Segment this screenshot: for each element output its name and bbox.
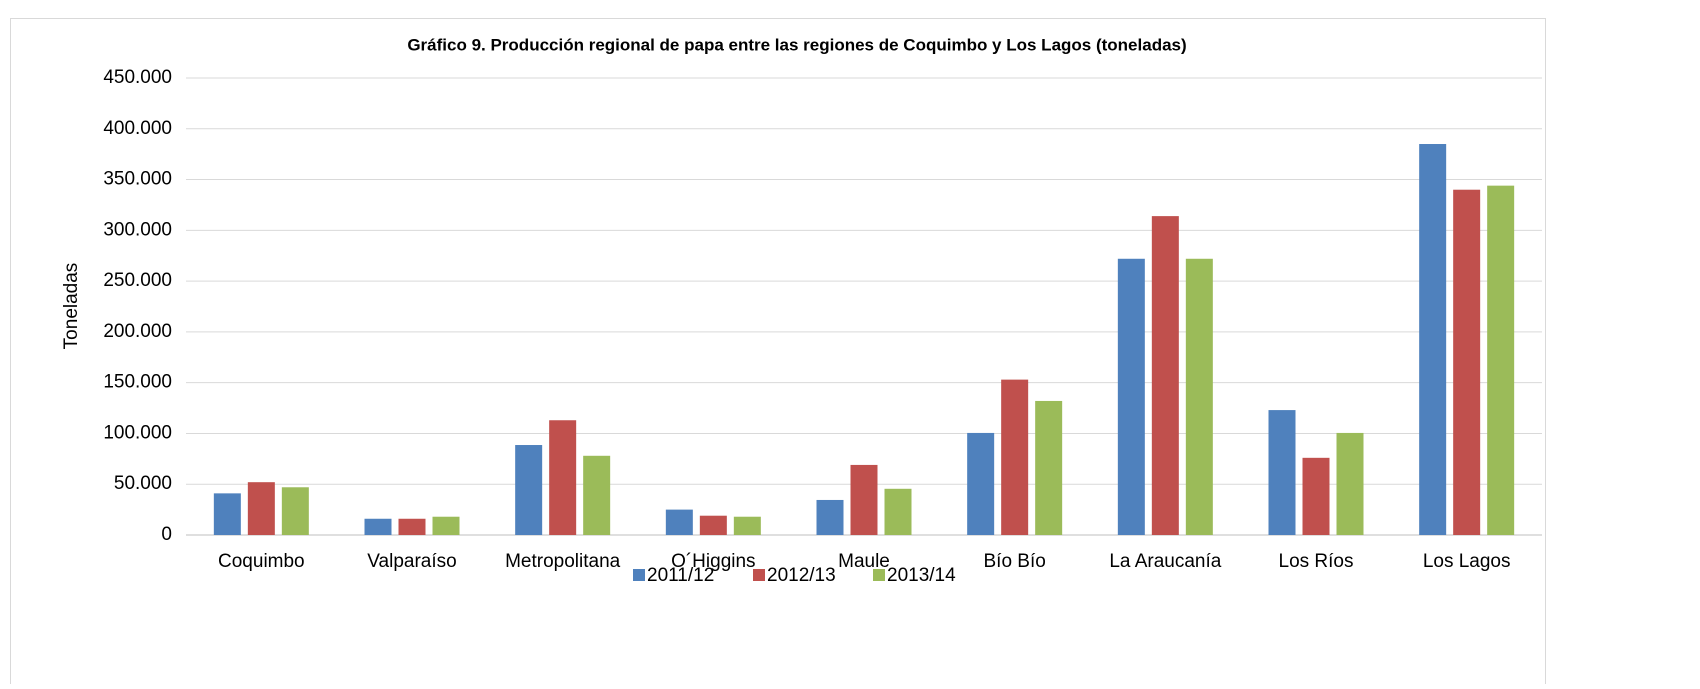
bar <box>364 518 392 535</box>
bar <box>850 464 878 535</box>
x-tick-label: Maule <box>838 551 890 572</box>
bar <box>665 509 693 535</box>
legend-swatch <box>873 569 885 581</box>
y-tick-label: 450.000 <box>103 67 172 88</box>
bar <box>1336 432 1364 535</box>
bar <box>1487 185 1515 535</box>
bar <box>281 487 309 535</box>
bar <box>884 488 912 535</box>
bar <box>515 445 543 535</box>
y-axis-label: Toneladas <box>61 263 82 350</box>
bar <box>816 499 844 535</box>
x-tick-label: Los Lagos <box>1423 551 1511 572</box>
bar <box>398 518 426 535</box>
bar <box>699 515 727 535</box>
x-tick-label: Metropolitana <box>505 551 621 572</box>
x-tick-label: Los Ríos <box>1279 551 1354 572</box>
y-tick-label: 100.000 <box>103 422 172 443</box>
bar <box>1035 400 1063 535</box>
y-tick-label: 200.000 <box>103 321 172 342</box>
bar <box>1001 379 1029 535</box>
bar <box>1268 410 1296 535</box>
y-tick-label: 400.000 <box>103 118 172 139</box>
legend-label: 2012/13 <box>767 565 836 586</box>
bar <box>213 493 241 535</box>
bar <box>247 482 275 535</box>
legend-swatch <box>753 569 765 581</box>
x-tick-label: Valparaíso <box>367 551 456 572</box>
x-tick-label: Bío Bío <box>984 551 1046 572</box>
legend-swatch <box>633 569 645 581</box>
bar <box>1185 258 1213 535</box>
legend-label: 2011/12 <box>647 565 714 586</box>
legend-label: 2013/14 <box>887 565 956 586</box>
y-tick-label: 250.000 <box>103 270 172 291</box>
bar <box>733 516 761 535</box>
bar <box>432 516 460 535</box>
y-tick-label: 150.000 <box>103 372 172 393</box>
x-tick-label: O´Higgins <box>671 551 755 572</box>
bar <box>549 420 577 535</box>
y-tick-label: 300.000 <box>103 219 172 240</box>
chart-frame <box>10 18 1546 689</box>
bar <box>1302 457 1330 535</box>
bar <box>583 455 611 535</box>
y-tick-label: 350.000 <box>103 169 172 190</box>
x-tick-label: La Araucanía <box>1109 551 1221 572</box>
x-tick-label: Coquimbo <box>218 551 305 572</box>
y-tick-label: 0 <box>161 524 172 545</box>
bar <box>1419 144 1447 535</box>
bar <box>1117 258 1145 535</box>
bar <box>1453 189 1481 535</box>
bar <box>1151 216 1179 536</box>
y-tick-label: 50.000 <box>114 473 172 494</box>
chart-title: Gráfico 9. Producción regional de papa e… <box>407 35 1186 54</box>
bar <box>967 432 995 535</box>
